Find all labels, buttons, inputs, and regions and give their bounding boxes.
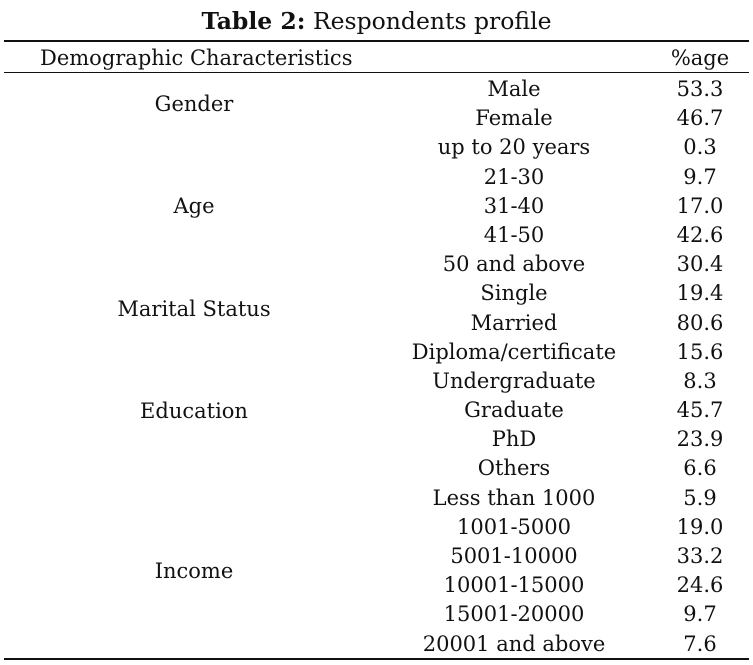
category-cell: Female	[475, 106, 553, 131]
category-cell: Undergraduate	[432, 368, 596, 393]
table-row: Undergraduate 8.3	[0, 367, 753, 396]
category-cell: PhD	[491, 427, 537, 452]
table-row: Female 46.7	[0, 104, 753, 133]
percent-cell: 42.6	[676, 222, 724, 247]
percent-cell: 8.3	[683, 368, 717, 393]
percent-cell: 6.6	[683, 456, 717, 481]
category-cell: up to 20 years	[437, 135, 591, 160]
category-cell: 21-30	[483, 164, 545, 189]
table-row: up to 20 years 0.3	[0, 133, 753, 162]
category-cell: Graduate	[464, 398, 564, 423]
percent-cell: 53.3	[676, 77, 724, 101]
category-cell: 20001 and above	[422, 631, 606, 656]
table-row: 41-50 42.6	[0, 221, 753, 250]
category-cell: 50 and above	[442, 252, 586, 277]
percent-cell: 33.2	[676, 544, 724, 568]
table-row: 20001 and above 7.6	[0, 630, 753, 659]
table-row: 31-40 17.0	[0, 192, 753, 221]
table-caption-label: Table 2:	[201, 7, 306, 35]
group-label: Gender	[154, 92, 234, 117]
table-caption-text: Respondents profile	[312, 7, 552, 35]
table-row: 15001-20000 9.7	[0, 600, 753, 629]
category-cell: 31-40	[483, 193, 545, 218]
category-cell: Less than 1000	[432, 485, 596, 510]
percent-cell: 17.0	[676, 193, 724, 218]
column-header-characteristics: Demographic Characteristics	[40, 46, 353, 70]
table-row: 1001-5000 19.0	[0, 513, 753, 542]
group-label: Income	[154, 559, 234, 584]
percent-cell: 24.6	[676, 573, 724, 598]
table-row: Diploma/certificate 15.6	[0, 338, 753, 367]
percent-cell: 45.7	[676, 398, 724, 423]
percent-cell: 30.4	[676, 252, 724, 277]
table-row: Others 6.6	[0, 454, 753, 483]
group-label: Age	[173, 194, 215, 219]
percent-cell: 7.6	[683, 631, 717, 656]
category-cell: Married	[470, 310, 558, 335]
table-row: Less than 1000 5.9	[0, 484, 753, 513]
percent-cell: 0.3	[683, 135, 717, 160]
table-bottom-rule	[4, 658, 749, 660]
percent-cell: 80.6	[676, 310, 724, 335]
column-header-percent: %age	[670, 46, 730, 70]
percent-cell: 23.9	[676, 427, 724, 452]
table-row: 10001-15000 24.6	[0, 571, 753, 600]
category-cell: 10001-15000	[443, 573, 585, 598]
table-row: Male 53.3	[0, 75, 753, 104]
percent-cell: 19.0	[676, 514, 724, 539]
table-row: 5001-10000 33.2	[0, 542, 753, 571]
table-caption: Table 2: Respondents profile	[0, 6, 753, 36]
table-row: 21-30 9.7	[0, 163, 753, 192]
percent-cell: 46.7	[676, 106, 724, 131]
category-cell: 41-50	[483, 222, 545, 247]
table-row: PhD 23.9	[0, 425, 753, 454]
group-label: Marital Status	[117, 296, 271, 321]
category-cell: 15001-20000	[443, 602, 585, 627]
category-cell: 5001-10000	[450, 544, 578, 568]
group-label: Education	[140, 398, 248, 423]
category-cell: Single	[480, 281, 548, 306]
percent-cell: 5.9	[683, 485, 717, 510]
percent-cell: 15.6	[676, 339, 724, 364]
table-row: Graduate 45.7	[0, 396, 753, 425]
table-top-rule	[4, 40, 749, 42]
category-cell: 1001-5000	[457, 514, 571, 539]
category-cell: Diploma/certificate	[411, 339, 617, 364]
category-cell: Male	[487, 77, 541, 101]
table-row: Married 80.6	[0, 309, 753, 338]
percent-cell: 9.7	[683, 164, 717, 189]
header-rule	[4, 72, 749, 73]
category-cell: Others	[477, 456, 551, 481]
table-row: Single 19.4	[0, 279, 753, 308]
table-body: Male 53.3 Female 46.7 up to 20 years 0.3 21-30…	[0, 75, 753, 659]
percent-cell: 9.7	[683, 602, 717, 627]
table-row: 50 and above 30.4	[0, 250, 753, 279]
percent-cell: 19.4	[676, 281, 724, 306]
